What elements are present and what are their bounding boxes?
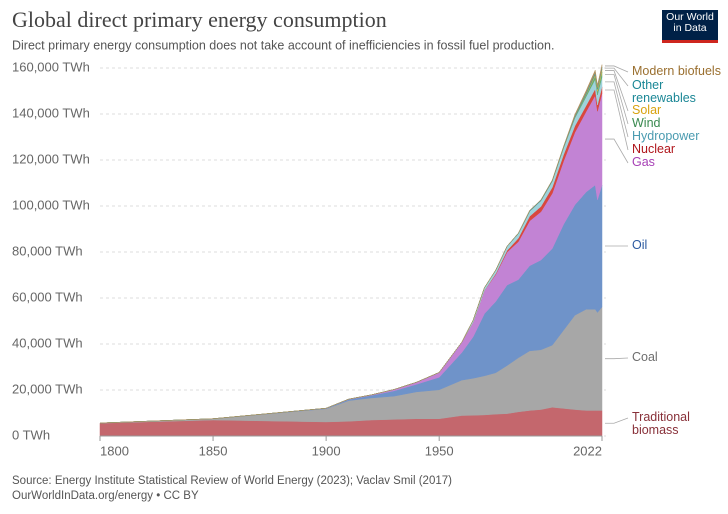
source: Source: Energy Institute Statistical Rev…: [12, 475, 452, 487]
logo-bar: [662, 40, 718, 43]
area: [99, 64, 603, 424]
logo: Our World in Data: [666, 11, 714, 34]
logo-box: [662, 10, 718, 43]
y-tick-label: 0 TWh: [12, 427, 50, 442]
leader-line: [605, 138, 629, 164]
credit: OurWorldInData.org/energy • CC BY: [12, 490, 199, 502]
legend-label: Coal: [632, 350, 658, 364]
y-tick-label: 160,000 TWh: [12, 59, 90, 74]
y-tick-label: 120,000 TWh: [12, 151, 90, 166]
leader-line: [605, 70, 629, 112]
legend-label: Solar: [632, 103, 662, 117]
y-tick-label: 100,000 TWh: [12, 197, 90, 212]
leader-line: [605, 81, 629, 138]
x-tick-label: 1900: [312, 443, 341, 458]
y-tick-label: 80,000 TWh: [12, 243, 83, 258]
chart-title: Global direct primary energy consumption: [12, 7, 387, 32]
legend-label: Other renewables: [632, 78, 696, 105]
y-tick-label: 140,000 TWh: [12, 105, 90, 120]
leader-line: [605, 74, 629, 125]
leader-line: [605, 89, 629, 151]
y-tick-label: 60,000 TWh: [12, 289, 83, 304]
legend-label: Traditional biomass: [632, 410, 690, 437]
legend-label: Wind: [632, 116, 661, 130]
leader-line: [605, 67, 629, 87]
leader-line: [605, 65, 629, 73]
x-tick-label: 1850: [199, 443, 228, 458]
legend-label: Hydropower: [632, 129, 700, 143]
legend-label: Modern biofuels: [632, 64, 721, 78]
chart-subtitle: Direct primary energy consumption does n…: [12, 38, 554, 52]
x-tick-label: 1800: [100, 443, 129, 458]
x-tick-label: 1950: [425, 443, 454, 458]
leader-line: [605, 357, 629, 360]
y-tick-label: 40,000 TWh: [12, 335, 83, 350]
leader-line: [605, 417, 629, 424]
legend-label: Gas: [632, 155, 655, 169]
x-tick-label: 2022: [573, 443, 602, 458]
y-tick-label: 20,000 TWh: [12, 381, 83, 396]
legend-label: Nuclear: [632, 142, 676, 156]
legend-label: Oil: [632, 238, 648, 252]
